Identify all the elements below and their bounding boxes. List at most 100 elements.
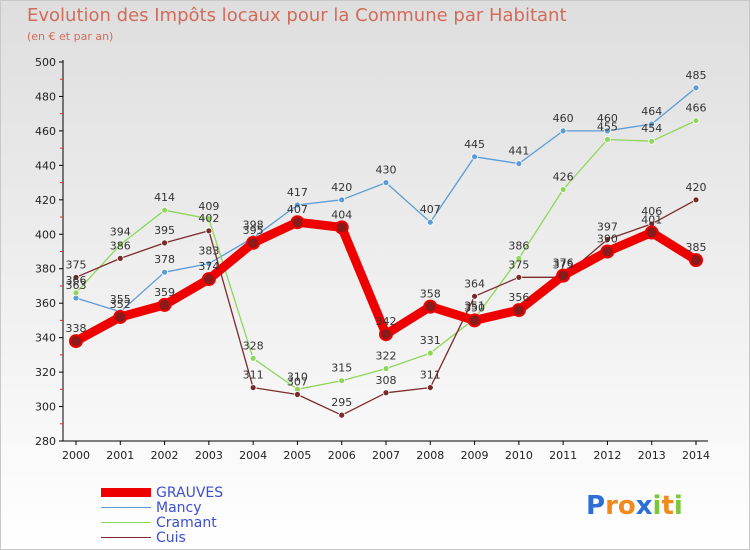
data-point-grauves <box>291 216 303 228</box>
data-label-cramant: 386 <box>508 239 529 252</box>
y-tick-label: 300 <box>35 401 56 414</box>
data-label-cuis: 311 <box>243 369 264 382</box>
logo-letter: P <box>586 491 605 521</box>
data-label-grauves: 390 <box>597 233 618 246</box>
logo-letter: o <box>618 491 636 521</box>
data-point-mancy <box>427 219 433 225</box>
x-tick-label: 2011 <box>549 449 577 462</box>
data-label-mancy: 485 <box>686 69 707 82</box>
data-label-cramant: 328 <box>243 339 264 352</box>
data-label-grauves: 338 <box>66 322 87 335</box>
data-label-grauves: 385 <box>686 241 707 254</box>
data-point-cramant <box>427 350 433 356</box>
y-tick-label: 400 <box>35 228 56 241</box>
data-label-cramant: 322 <box>376 350 397 363</box>
legend-label-cuis: Cuis <box>156 530 186 546</box>
data-point-mancy <box>693 85 699 91</box>
y-tick-label: 500 <box>35 56 56 69</box>
x-tick-label: 2013 <box>638 449 666 462</box>
data-label-mancy: 460 <box>553 112 574 125</box>
data-point-cuis <box>294 391 300 397</box>
data-label-cuis: 364 <box>464 277 485 290</box>
data-label-mancy: 441 <box>508 145 529 158</box>
y-tick-label: 460 <box>35 125 56 138</box>
data-label-grauves: 407 <box>287 203 308 216</box>
data-label-cuis: 420 <box>686 181 707 194</box>
data-point-cramant <box>162 207 168 213</box>
data-point-grauves <box>513 304 525 316</box>
legend-swatch-grauves <box>101 488 151 497</box>
logo-letter: x <box>636 491 653 521</box>
data-label-cuis: 295 <box>331 396 352 409</box>
y-tick-label: 420 <box>35 194 56 207</box>
data-label-cuis: 375 <box>508 258 529 271</box>
y-tick-label: 340 <box>35 332 56 345</box>
data-point-mancy <box>560 128 566 134</box>
data-label-cuis: 395 <box>154 224 175 237</box>
data-label-cuis: 311 <box>420 369 441 382</box>
data-label-grauves: 350 <box>464 301 485 314</box>
data-point-grauves <box>557 270 569 282</box>
data-label-cramant: 366 <box>66 274 87 287</box>
data-label-grauves: 359 <box>154 286 175 299</box>
legend-swatch-mancy <box>101 507 151 508</box>
x-tick-label: 2000 <box>62 449 90 462</box>
data-point-grauves <box>70 335 82 347</box>
data-point-grauves <box>159 299 171 311</box>
data-point-mancy <box>339 197 345 203</box>
data-label-mancy: 407 <box>420 203 441 216</box>
y-tick-label: 380 <box>35 263 56 276</box>
data-label-mancy: 464 <box>641 105 662 118</box>
x-tick-label: 2002 <box>151 449 179 462</box>
data-label-grauves: 395 <box>243 224 264 237</box>
x-tick-label: 2014 <box>682 449 710 462</box>
data-point-grauves <box>380 328 392 340</box>
logo-letter: t <box>661 491 673 521</box>
data-label-grauves: 376 <box>553 257 574 270</box>
data-point-grauves <box>203 273 215 285</box>
data-point-cuis <box>472 293 478 299</box>
legend-label-cramant: Cramant <box>156 515 217 531</box>
data-label-mancy: 430 <box>376 164 397 177</box>
data-label-cuis: 307 <box>287 375 308 388</box>
y-tick-label: 480 <box>35 90 56 103</box>
data-point-mancy <box>516 161 522 167</box>
data-point-cuis <box>117 255 123 261</box>
x-tick-label: 2012 <box>593 449 621 462</box>
data-point-cuis <box>206 228 212 234</box>
data-label-mancy: 420 <box>331 181 352 194</box>
x-tick-label: 2007 <box>372 449 400 462</box>
data-point-cramant <box>383 366 389 372</box>
data-point-mancy <box>472 154 478 160</box>
data-point-cramant <box>604 137 610 143</box>
data-point-grauves <box>601 246 613 258</box>
data-point-grauves <box>690 254 702 266</box>
x-tick-label: 2003 <box>195 449 223 462</box>
data-label-cuis: 397 <box>597 220 618 233</box>
data-point-cramant <box>649 138 655 144</box>
y-tick-label: 440 <box>35 159 56 172</box>
data-point-grauves <box>114 311 126 323</box>
data-point-grauves <box>336 221 348 233</box>
data-point-cramant <box>339 378 345 384</box>
data-label-cramant: 409 <box>198 200 219 213</box>
legend-swatch-cuis <box>101 537 151 538</box>
logo-letter: r <box>605 491 618 521</box>
data-point-cuis <box>339 412 345 418</box>
data-point-grauves <box>247 237 259 249</box>
x-tick-label: 2006 <box>328 449 356 462</box>
data-label-grauves: 358 <box>420 288 441 301</box>
y-tick-label: 280 <box>35 435 56 448</box>
data-label-cramant: 466 <box>686 102 707 115</box>
data-label-cuis: 308 <box>376 374 397 387</box>
legend-label-mancy: Mancy <box>156 500 202 516</box>
data-point-cuis <box>383 390 389 396</box>
data-point-cuis <box>250 385 256 391</box>
data-label-cramant: 426 <box>553 170 574 183</box>
x-tick-label: 2005 <box>283 449 311 462</box>
data-label-cramant: 331 <box>420 334 441 347</box>
data-label-mancy: 417 <box>287 186 308 199</box>
x-tick-label: 2004 <box>239 449 267 462</box>
